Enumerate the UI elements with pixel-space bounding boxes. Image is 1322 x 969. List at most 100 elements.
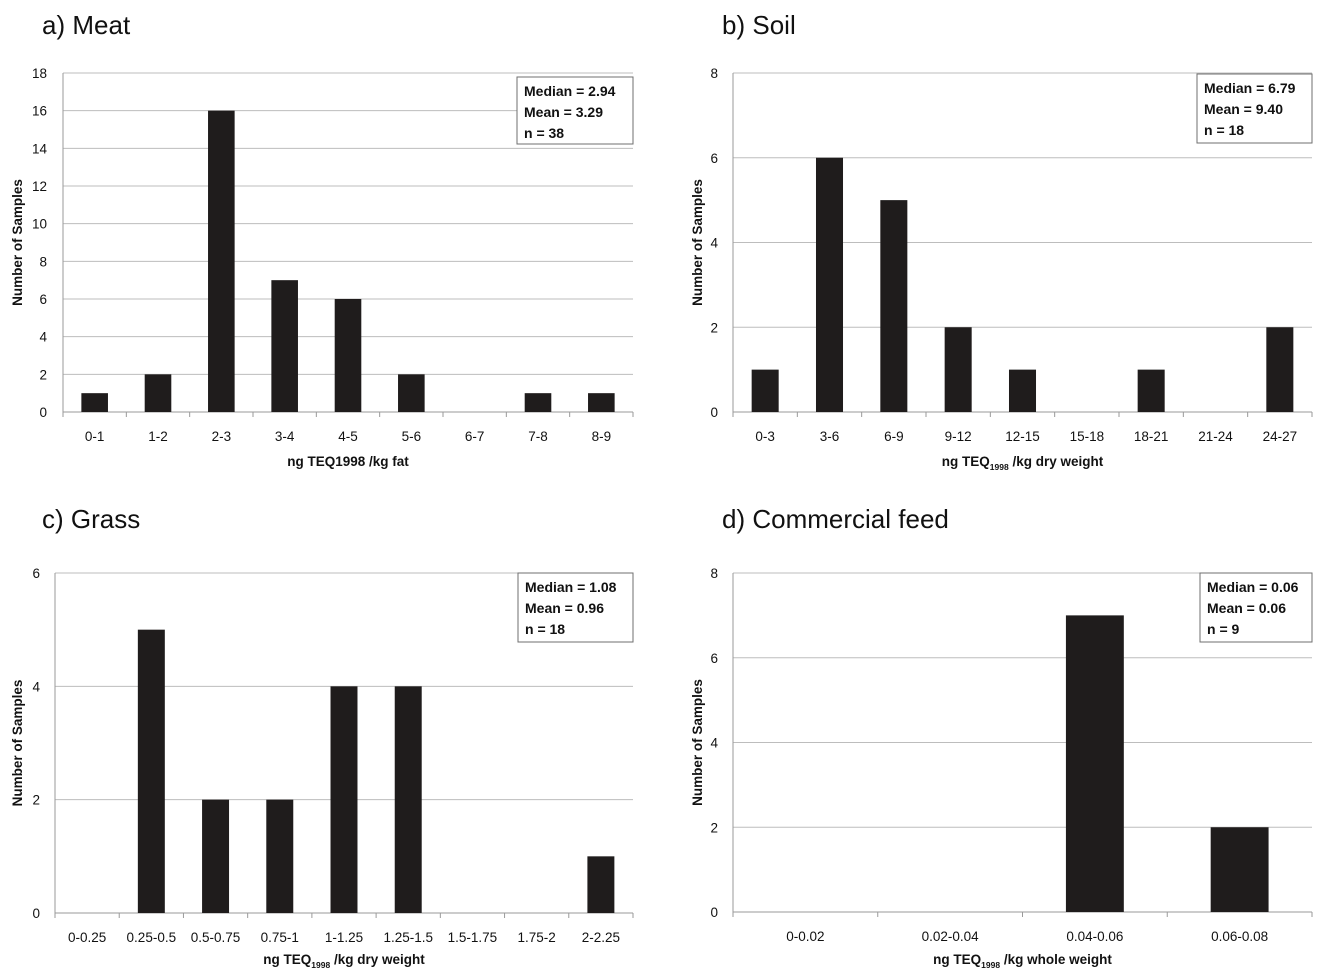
x-axis-label-subscript: 1998	[311, 960, 330, 969]
x-tick-label: 0-3	[755, 429, 775, 444]
panel-name: Grass	[70, 504, 141, 534]
panel-name: Soil	[752, 10, 796, 40]
x-axis-label: ng TEQ1998 /kg dry weight	[263, 952, 425, 969]
y-tick-label: 6	[710, 151, 718, 166]
x-axis-label-subscript: 1998	[990, 462, 1009, 472]
x-tick-label: 2-2.25	[582, 930, 620, 945]
x-axis-label-text: /kg whole weight	[1000, 952, 1112, 967]
x-tick-label: 18-21	[1134, 429, 1169, 444]
x-tick-label: 0.5-0.75	[191, 930, 241, 945]
stats-line: Mean = 9.40	[1204, 101, 1283, 117]
x-axis-label-text: ng TEQ	[933, 952, 981, 967]
y-tick-label: 0	[32, 906, 40, 921]
x-tick-label: 24-27	[1263, 429, 1298, 444]
y-tick-label: 18	[32, 66, 47, 81]
y-tick-label: 16	[32, 104, 47, 119]
x-tick-label: 0-1	[85, 429, 105, 444]
panel-name: Commercial feed	[752, 504, 949, 534]
stats-line: Mean = 3.29	[524, 104, 603, 120]
stats-box	[517, 572, 634, 643]
x-axis-label-text: ng TEQ1998 /kg fat	[287, 454, 409, 469]
panel-title-grass: c) Grass	[42, 504, 140, 535]
x-tick-label: 4-5	[338, 429, 358, 444]
x-tick-label: 0.25-0.5	[127, 930, 177, 945]
stats-line: n = 9	[1207, 621, 1240, 637]
x-axis-label-text: /kg dry weight	[1009, 454, 1104, 469]
panel-letter: b)	[722, 10, 746, 40]
bar	[398, 374, 425, 412]
bar	[1008, 369, 1037, 412]
y-tick-label: 12	[32, 179, 47, 194]
x-axis-label: ng TEQ1998 /kg fat	[287, 454, 409, 469]
x-axis-label: ng TEQ1998 /kg whole weight	[933, 952, 1112, 969]
panel-letter: a)	[42, 10, 66, 40]
y-tick-label: 0	[39, 405, 47, 420]
bar	[202, 799, 230, 913]
bar	[1210, 827, 1269, 912]
y-axis-label: Number of Samples	[10, 680, 25, 807]
y-tick-label: 4	[710, 736, 718, 751]
stats-box	[1199, 572, 1313, 643]
bar	[208, 110, 235, 413]
x-tick-label: 7-8	[528, 429, 548, 444]
panel-title-soil: b) Soil	[722, 10, 796, 41]
x-tick-label: 0-0.25	[68, 930, 106, 945]
y-axis-label: Number of Samples	[10, 179, 25, 306]
y-tick-label: 8	[39, 254, 47, 269]
x-tick-label: 0.02-0.04	[922, 929, 980, 944]
x-tick-label: 6-9	[884, 429, 904, 444]
y-axis-label: Number of Samples	[690, 679, 705, 806]
bar	[944, 327, 972, 412]
x-axis-label-subscript: 1998	[981, 960, 1000, 969]
x-tick-label: 1.75-2	[518, 930, 556, 945]
x-tick-label: 12-15	[1005, 429, 1040, 444]
bar	[751, 369, 779, 412]
panel-name: Meat	[72, 10, 131, 40]
x-tick-label: 2-3	[212, 429, 232, 444]
x-tick-label: 9-12	[945, 429, 972, 444]
stats-line: Median = 1.08	[525, 579, 617, 595]
y-tick-label: 4	[710, 236, 718, 251]
bar	[271, 280, 298, 412]
bar	[81, 393, 108, 412]
y-tick-label: 8	[710, 566, 718, 581]
y-tick-label: 2	[710, 820, 718, 835]
stats-line: Mean = 0.96	[525, 600, 604, 616]
x-tick-label: 0.75-1	[261, 930, 299, 945]
x-tick-label: 6-7	[465, 429, 485, 444]
bar	[394, 686, 422, 913]
panel-title-meat: a) Meat	[42, 10, 130, 41]
stats-line: n = 18	[525, 621, 565, 637]
bar	[524, 393, 552, 412]
y-tick-label: 6	[32, 566, 40, 581]
x-tick-label: 1-2	[148, 429, 168, 444]
bar	[815, 157, 844, 412]
stats-line: Median = 0.06	[1207, 579, 1299, 595]
bar	[1137, 369, 1165, 412]
stats-line: Median = 2.94	[524, 83, 616, 99]
x-tick-label: 1.25-1.5	[383, 930, 433, 945]
bar	[1065, 615, 1124, 912]
bar	[137, 629, 165, 913]
stats-line: Mean = 0.06	[1207, 600, 1286, 616]
x-tick-label: 0.06-0.08	[1211, 929, 1268, 944]
y-tick-label: 0	[710, 905, 718, 920]
stats-line: n = 18	[1204, 122, 1244, 138]
bar	[1266, 327, 1294, 412]
panel-letter: c)	[42, 504, 64, 534]
y-tick-label: 14	[32, 141, 48, 156]
y-tick-label: 6	[710, 651, 718, 666]
bar	[144, 374, 172, 412]
x-tick-label: 3-4	[275, 429, 295, 444]
y-tick-label: 0	[710, 405, 718, 420]
x-tick-label: 0.04-0.06	[1066, 929, 1123, 944]
y-tick-label: 6	[39, 292, 47, 307]
y-axis-label: Number of Samples	[690, 179, 705, 306]
stats-line: Median = 6.79	[1204, 80, 1296, 96]
panel-title-commercial-feed: d) Commercial feed	[722, 504, 949, 535]
x-axis-label-text: /kg dry weight	[330, 952, 425, 967]
bar	[588, 393, 615, 412]
